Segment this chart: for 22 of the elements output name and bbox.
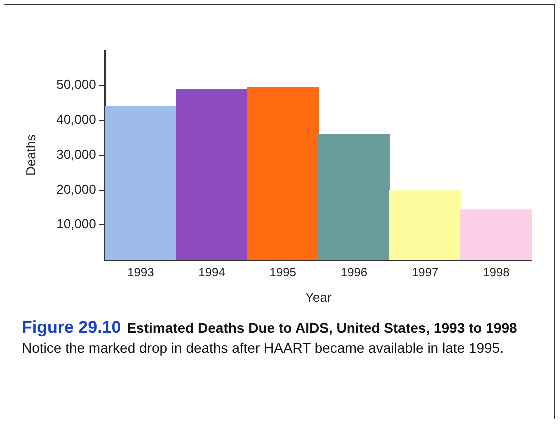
- y-tick-label: 40,000: [56, 112, 96, 128]
- x-tick-label: 1994: [198, 266, 226, 280]
- x-tick-label: 1995: [270, 266, 297, 280]
- bar: [318, 134, 390, 260]
- bar: [389, 190, 462, 260]
- text: Notice the marked drop in deaths after HAART became available in late 1995.: [22, 340, 504, 356]
- x-tick-label: 1993: [128, 266, 155, 280]
- bar: [247, 87, 320, 260]
- y-axis-title: Deaths: [23, 134, 38, 176]
- x-tick-label: 1996: [340, 266, 368, 280]
- y-tick-label: 10,000: [56, 216, 96, 232]
- x-tick-label: 1997: [412, 266, 440, 280]
- text: Estimated Deaths Due to AIDS, United States, 1993 to 1998: [127, 320, 518, 336]
- y-tick-label: 30,000: [56, 146, 96, 162]
- x-tick-label: 1998: [483, 266, 510, 280]
- bar: [460, 210, 532, 260]
- y-tick-label: 50,000: [56, 77, 96, 92]
- caption: Figure 29.10: [22, 318, 122, 337]
- x-axis-title: Year: [306, 290, 332, 305]
- bar: [105, 106, 177, 260]
- bar: [176, 90, 248, 260]
- y-tick-label: 20,000: [56, 182, 96, 197]
